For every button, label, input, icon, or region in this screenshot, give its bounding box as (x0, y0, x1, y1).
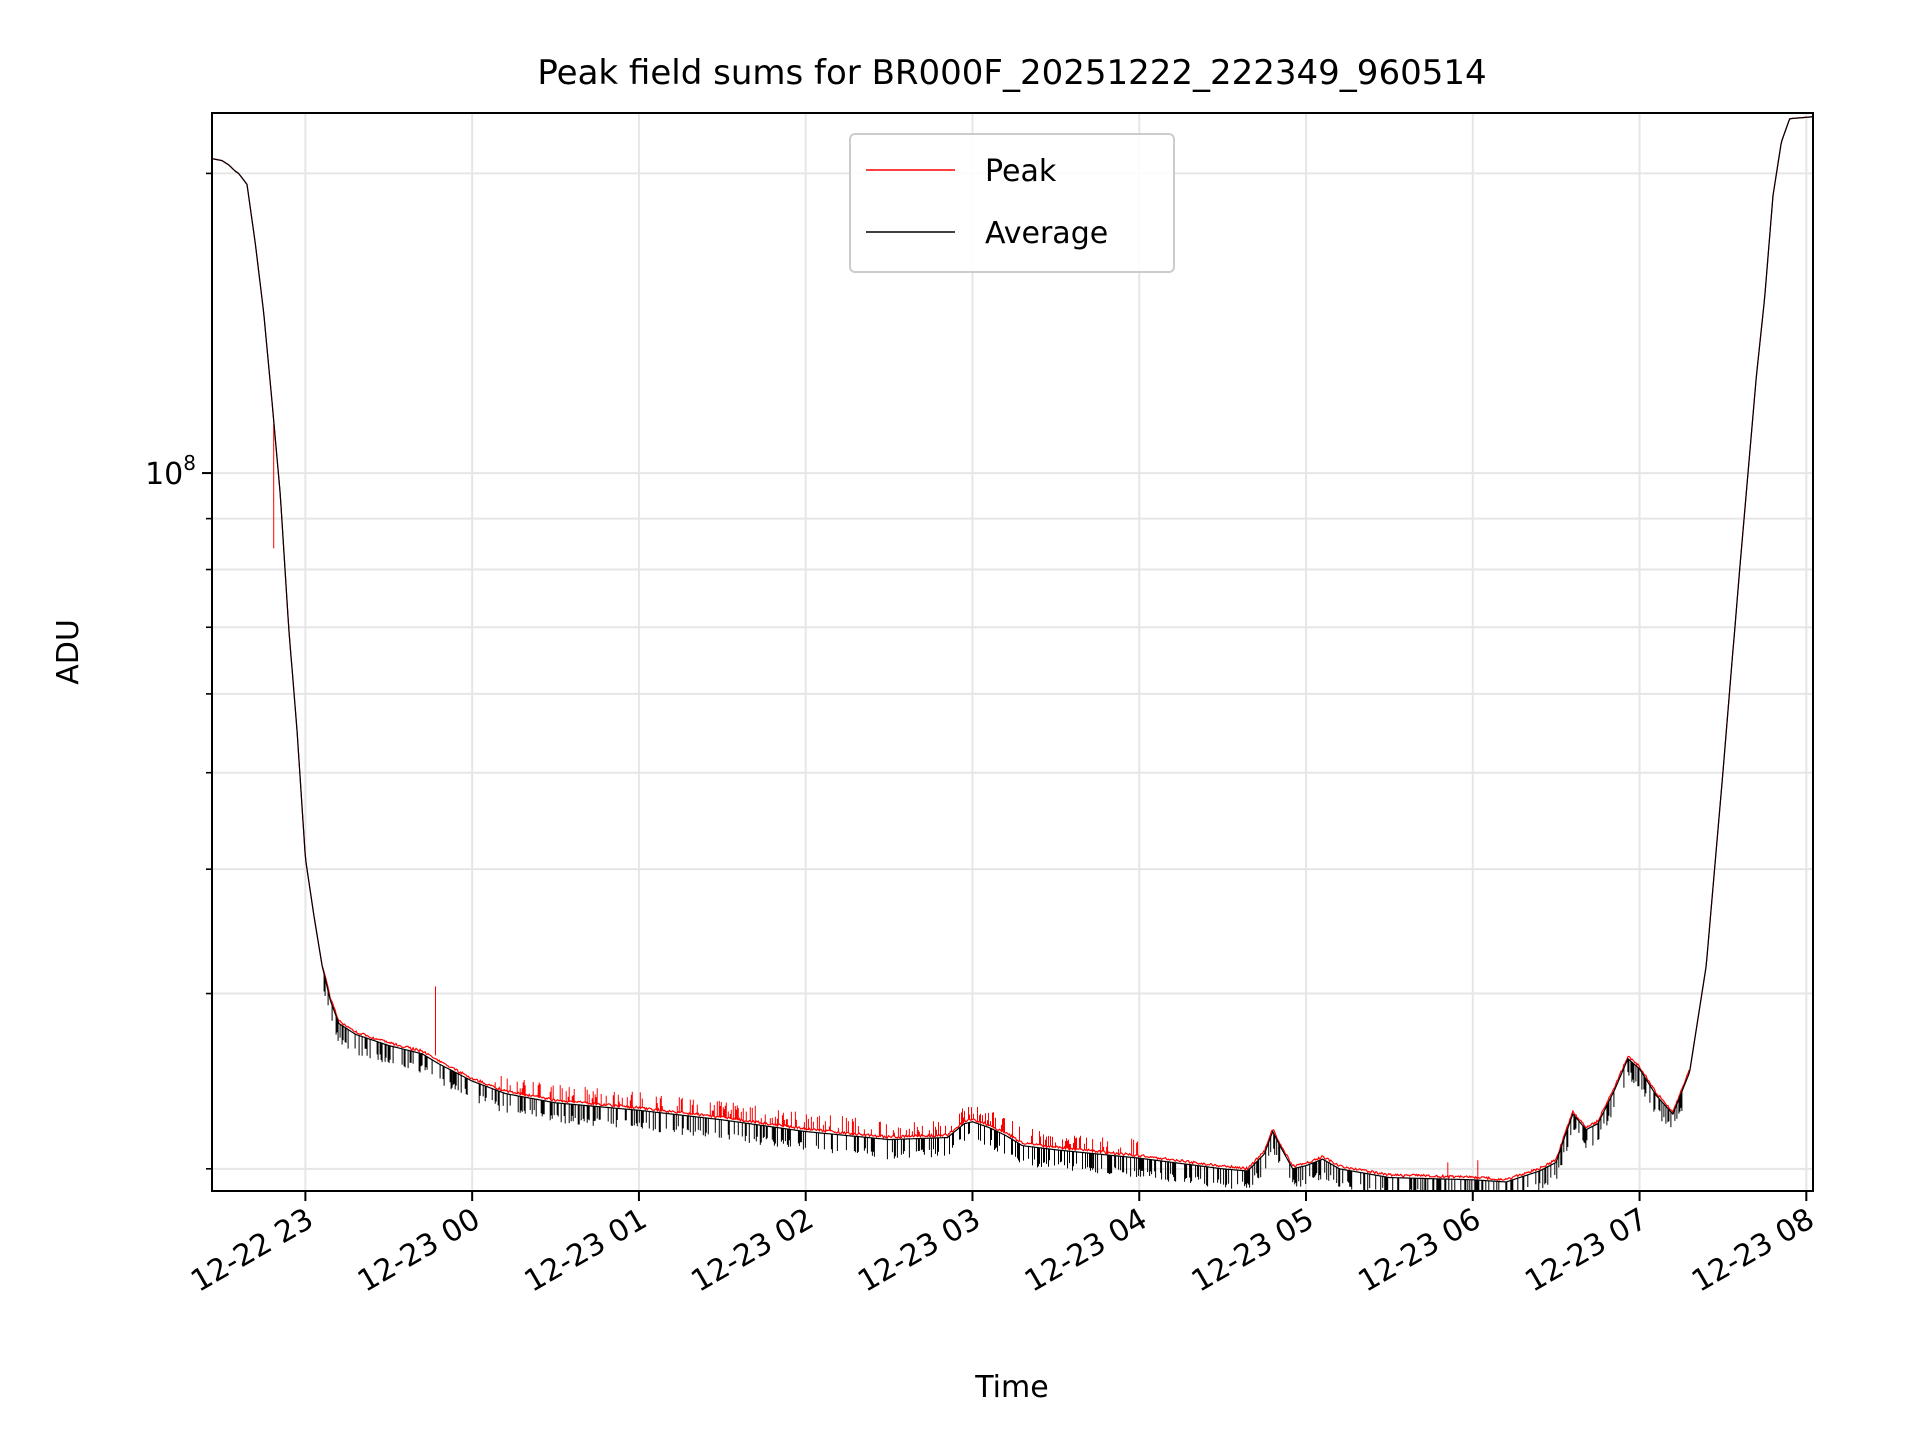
x-axis-label: Time (974, 1370, 1048, 1405)
plot-area (212, 116, 1813, 1191)
y-axis-ticks: 108 (145, 172, 212, 1170)
legend-average-label: Average (985, 216, 1108, 251)
y-axis-label: ADU (51, 619, 86, 685)
chart-title: Peak field sums for BR000F_20251222_2223… (537, 53, 1486, 93)
legend-box (849, 133, 1175, 273)
legend-peak-label: Peak (985, 154, 1057, 189)
plot-frame (211, 112, 1814, 1192)
series-peak-spikes (273, 424, 1479, 1180)
series-average-dips (323, 974, 1683, 1191)
legend: Peak Average (849, 133, 1175, 273)
y-tick-label: 108 (145, 451, 196, 492)
series-average-line (212, 116, 1813, 1183)
